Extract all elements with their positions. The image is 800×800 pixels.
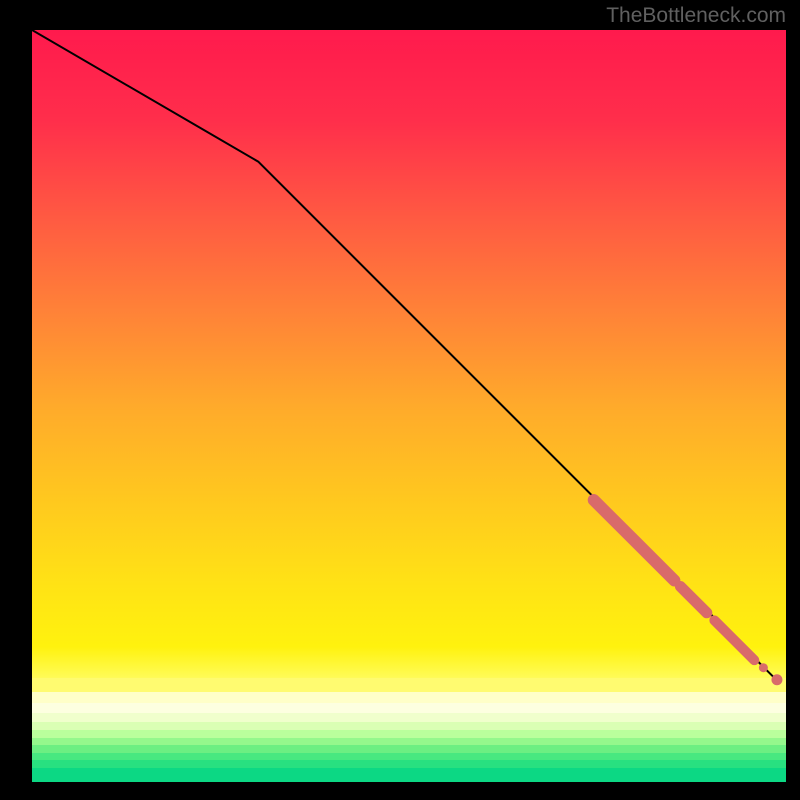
trend-line bbox=[32, 30, 775, 678]
line-overlay bbox=[32, 30, 786, 782]
plot-area bbox=[32, 30, 786, 782]
marker-segment bbox=[680, 586, 706, 612]
attribution-text: TheBottleneck.com bbox=[606, 4, 786, 28]
marker-dot bbox=[759, 663, 768, 672]
marker-segment bbox=[594, 500, 675, 580]
marker-dot bbox=[771, 674, 782, 685]
marker-segment bbox=[714, 620, 754, 660]
chart-container: TheBottleneck.com bbox=[0, 0, 800, 800]
